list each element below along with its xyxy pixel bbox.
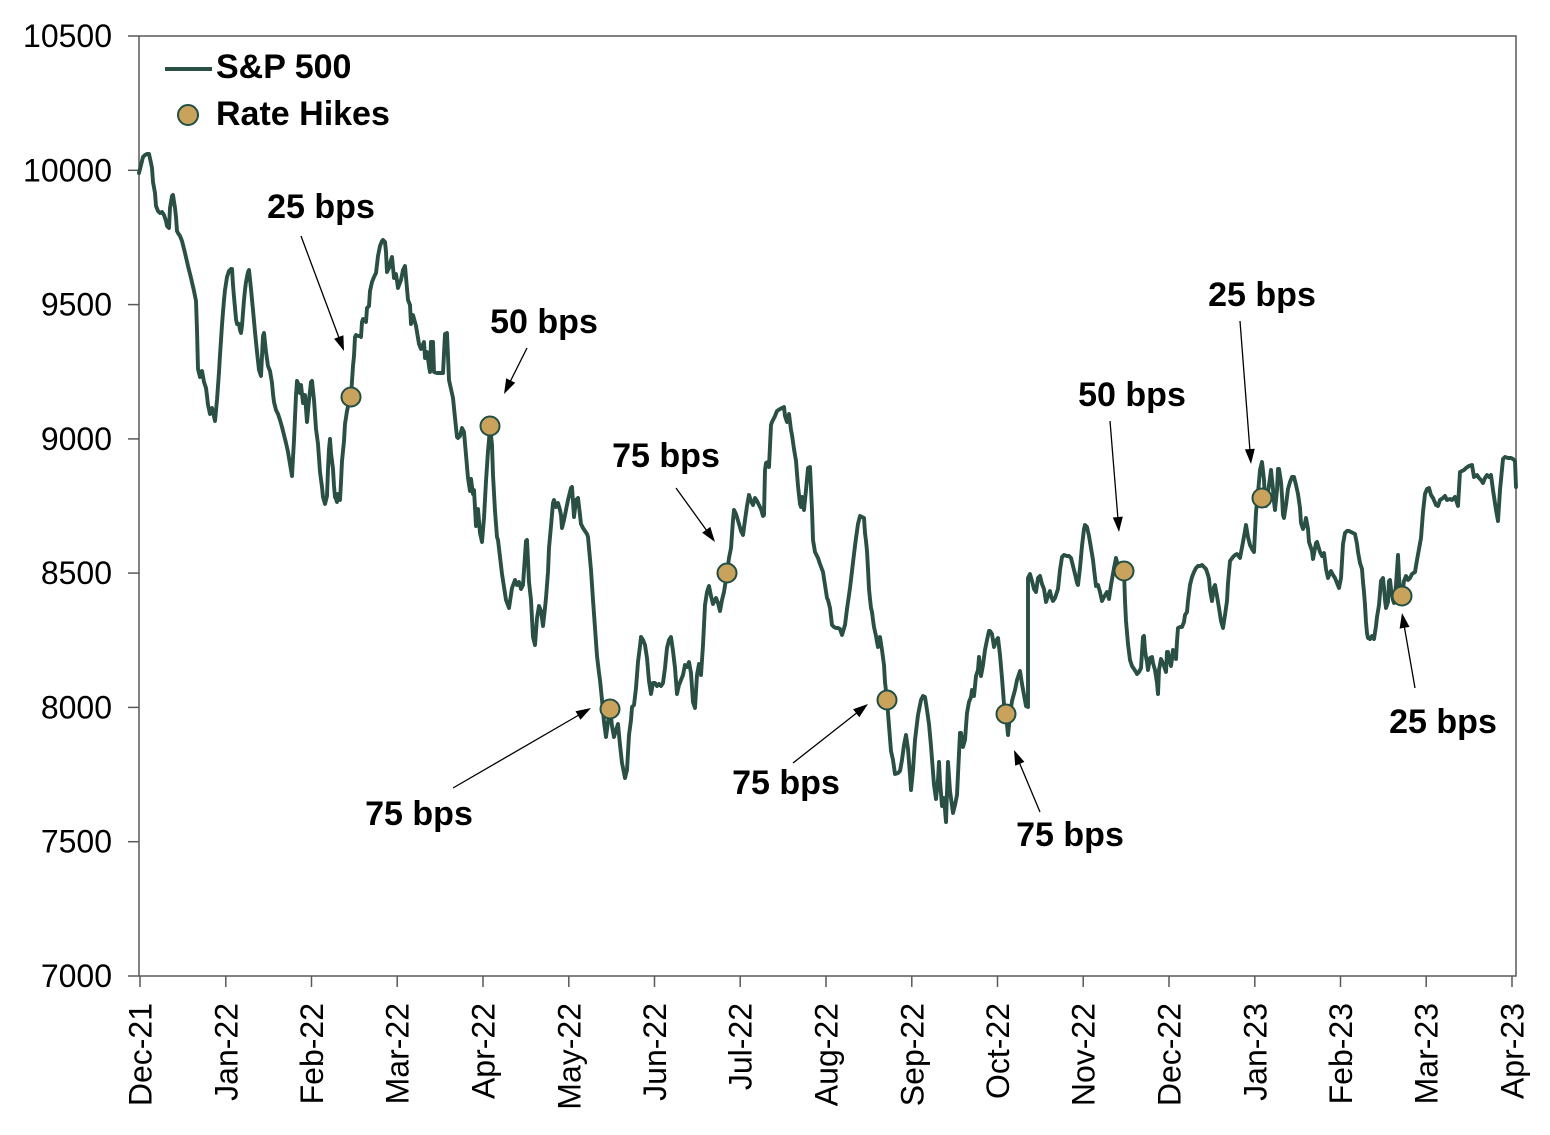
svg-text:50 bps: 50 bps <box>490 303 598 341</box>
svg-text:Apr-22: Apr-22 <box>466 1003 502 1099</box>
svg-text:Aug-22: Aug-22 <box>809 1003 845 1106</box>
svg-text:10000: 10000 <box>23 152 112 188</box>
svg-text:25 bps: 25 bps <box>1208 276 1316 314</box>
svg-text:Dec-21: Dec-21 <box>123 1003 159 1106</box>
svg-text:75 bps: 75 bps <box>365 795 473 833</box>
svg-text:7500: 7500 <box>41 824 112 860</box>
svg-text:7000: 7000 <box>41 958 112 994</box>
svg-text:Apr-23: Apr-23 <box>1495 1003 1531 1099</box>
svg-text:50 bps: 50 bps <box>1078 376 1186 414</box>
svg-text:Mar-23: Mar-23 <box>1409 1003 1445 1104</box>
svg-text:Jul-22: Jul-22 <box>723 1003 759 1090</box>
svg-text:10500: 10500 <box>23 18 112 54</box>
svg-text:75 bps: 75 bps <box>1016 816 1124 854</box>
svg-text:75 bps: 75 bps <box>612 437 720 475</box>
svg-text:Nov-22: Nov-22 <box>1066 1003 1102 1106</box>
svg-text:Jan-22: Jan-22 <box>208 1003 244 1101</box>
svg-text:8000: 8000 <box>41 689 112 725</box>
svg-text:Feb-22: Feb-22 <box>294 1003 330 1104</box>
svg-text:Mar-22: Mar-22 <box>380 1003 416 1104</box>
svg-text:9000: 9000 <box>41 421 112 457</box>
svg-text:Dec-22: Dec-22 <box>1152 1003 1188 1106</box>
svg-text:8500: 8500 <box>41 555 112 591</box>
svg-text:25 bps: 25 bps <box>1389 703 1497 741</box>
svg-text:Jan-23: Jan-23 <box>1237 1003 1273 1101</box>
svg-text:Feb-23: Feb-23 <box>1323 1003 1359 1104</box>
svg-text:S&P 500: S&P 500 <box>216 48 351 86</box>
svg-text:Rate Hikes: Rate Hikes <box>216 95 390 133</box>
svg-text:Oct-22: Oct-22 <box>980 1003 1016 1099</box>
svg-text:May-22: May-22 <box>551 1003 587 1110</box>
svg-text:Sep-22: Sep-22 <box>894 1003 930 1106</box>
svg-text:Jun-22: Jun-22 <box>637 1003 673 1101</box>
svg-text:75 bps: 75 bps <box>732 764 840 802</box>
svg-text:9500: 9500 <box>41 287 112 323</box>
svg-text:25 bps: 25 bps <box>267 188 375 226</box>
